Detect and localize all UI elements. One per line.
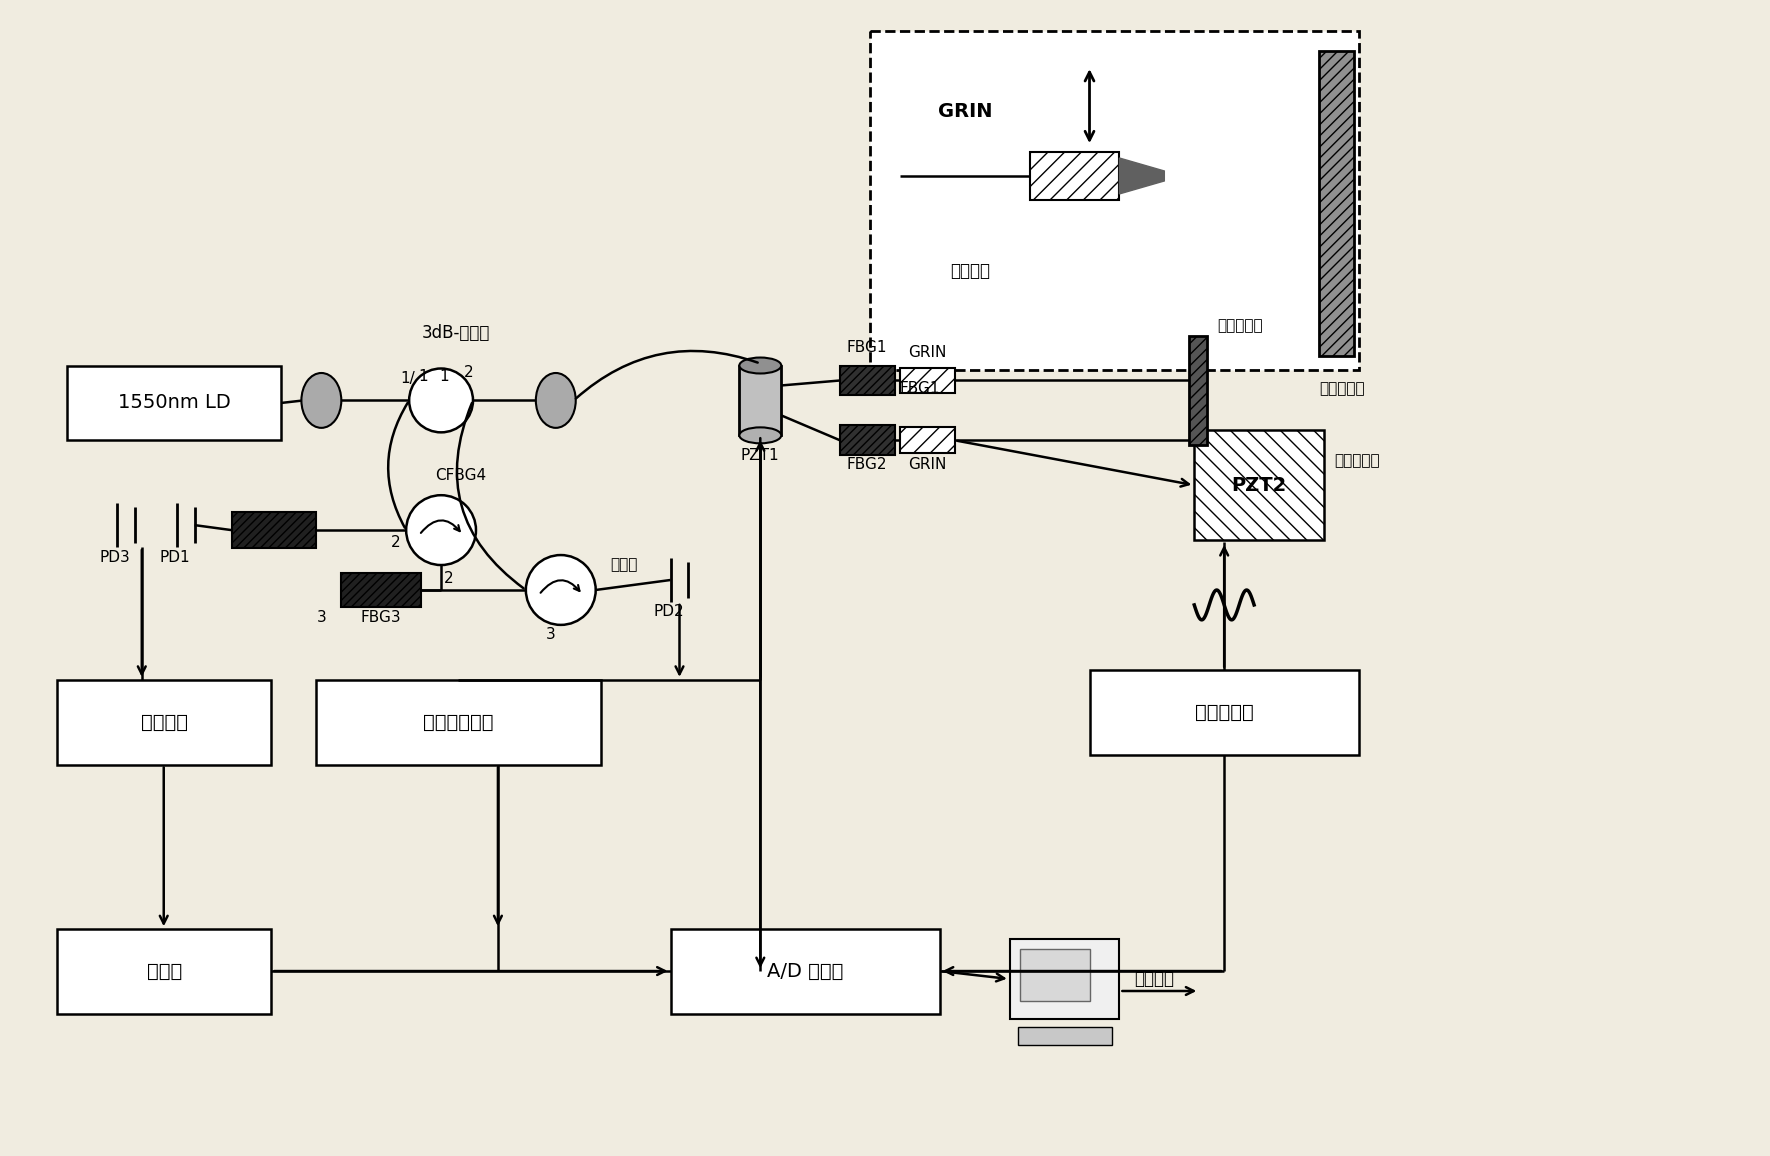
Text: 反馈控制电路: 反馈控制电路 xyxy=(423,712,494,732)
Circle shape xyxy=(409,369,473,432)
Bar xyxy=(1090,669,1359,755)
Text: 信号发生器: 信号发生器 xyxy=(1195,703,1253,721)
Bar xyxy=(899,428,954,453)
Bar xyxy=(899,368,954,393)
Text: FBG1: FBG1 xyxy=(846,340,887,355)
Ellipse shape xyxy=(301,373,342,428)
Bar xyxy=(871,31,1359,371)
Text: FBG1: FBG1 xyxy=(899,381,940,397)
Bar xyxy=(57,680,271,764)
Ellipse shape xyxy=(740,428,781,443)
Bar xyxy=(342,573,421,607)
Bar xyxy=(1020,949,1090,1001)
Text: 参考反射镜: 参考反射镜 xyxy=(1335,453,1379,468)
Text: 2: 2 xyxy=(464,365,474,380)
Bar xyxy=(1030,153,1119,200)
Bar xyxy=(740,365,781,436)
Text: 示波器: 示波器 xyxy=(147,962,182,981)
Text: 1/: 1/ xyxy=(400,371,416,386)
Ellipse shape xyxy=(536,373,575,428)
Text: FBG3: FBG3 xyxy=(361,610,402,625)
Bar xyxy=(841,365,896,395)
Text: PD1: PD1 xyxy=(159,549,189,564)
Text: 输出结果: 输出结果 xyxy=(1135,970,1175,988)
Text: 电路处理: 电路处理 xyxy=(142,712,188,732)
Bar xyxy=(1195,430,1324,540)
Bar xyxy=(1009,939,1119,1018)
Bar xyxy=(671,929,940,1014)
Text: 测量反射镜: 测量反射镜 xyxy=(1319,381,1365,397)
Text: 1550nm LD: 1550nm LD xyxy=(119,393,230,413)
Text: CFBG4: CFBG4 xyxy=(435,468,487,483)
Text: A/D 转换卡: A/D 转换卡 xyxy=(766,962,843,981)
Bar xyxy=(317,680,600,764)
Text: 2: 2 xyxy=(391,534,402,549)
Bar xyxy=(57,929,271,1014)
Circle shape xyxy=(405,495,476,565)
Bar xyxy=(1018,1027,1113,1045)
Bar xyxy=(1189,335,1207,445)
Polygon shape xyxy=(1119,158,1165,194)
Text: PZT2: PZT2 xyxy=(1232,476,1287,495)
Text: PD3: PD3 xyxy=(99,549,131,564)
Ellipse shape xyxy=(740,357,781,373)
Text: 被测表面: 被测表面 xyxy=(950,261,989,280)
Text: 3: 3 xyxy=(545,628,556,643)
Bar xyxy=(67,365,281,440)
Bar xyxy=(232,512,317,548)
Bar xyxy=(841,425,896,455)
Text: 回旋器: 回旋器 xyxy=(611,557,637,572)
Text: PZT1: PZT1 xyxy=(742,447,779,462)
Bar xyxy=(1319,51,1354,356)
Circle shape xyxy=(526,555,596,625)
Text: PD2: PD2 xyxy=(653,605,683,620)
Text: 2: 2 xyxy=(444,571,453,586)
Text: GRIN: GRIN xyxy=(938,102,991,120)
Text: 测量反射镜: 测量反射镜 xyxy=(1218,318,1262,333)
Text: 1: 1 xyxy=(439,369,450,384)
Text: GRIN: GRIN xyxy=(908,457,947,472)
Text: FBG2: FBG2 xyxy=(846,457,887,472)
Text: GRIN: GRIN xyxy=(908,344,947,360)
Text: 3: 3 xyxy=(317,610,326,625)
Text: 1: 1 xyxy=(418,369,428,384)
Text: 3dB-耦合器: 3dB-耦合器 xyxy=(421,324,490,341)
